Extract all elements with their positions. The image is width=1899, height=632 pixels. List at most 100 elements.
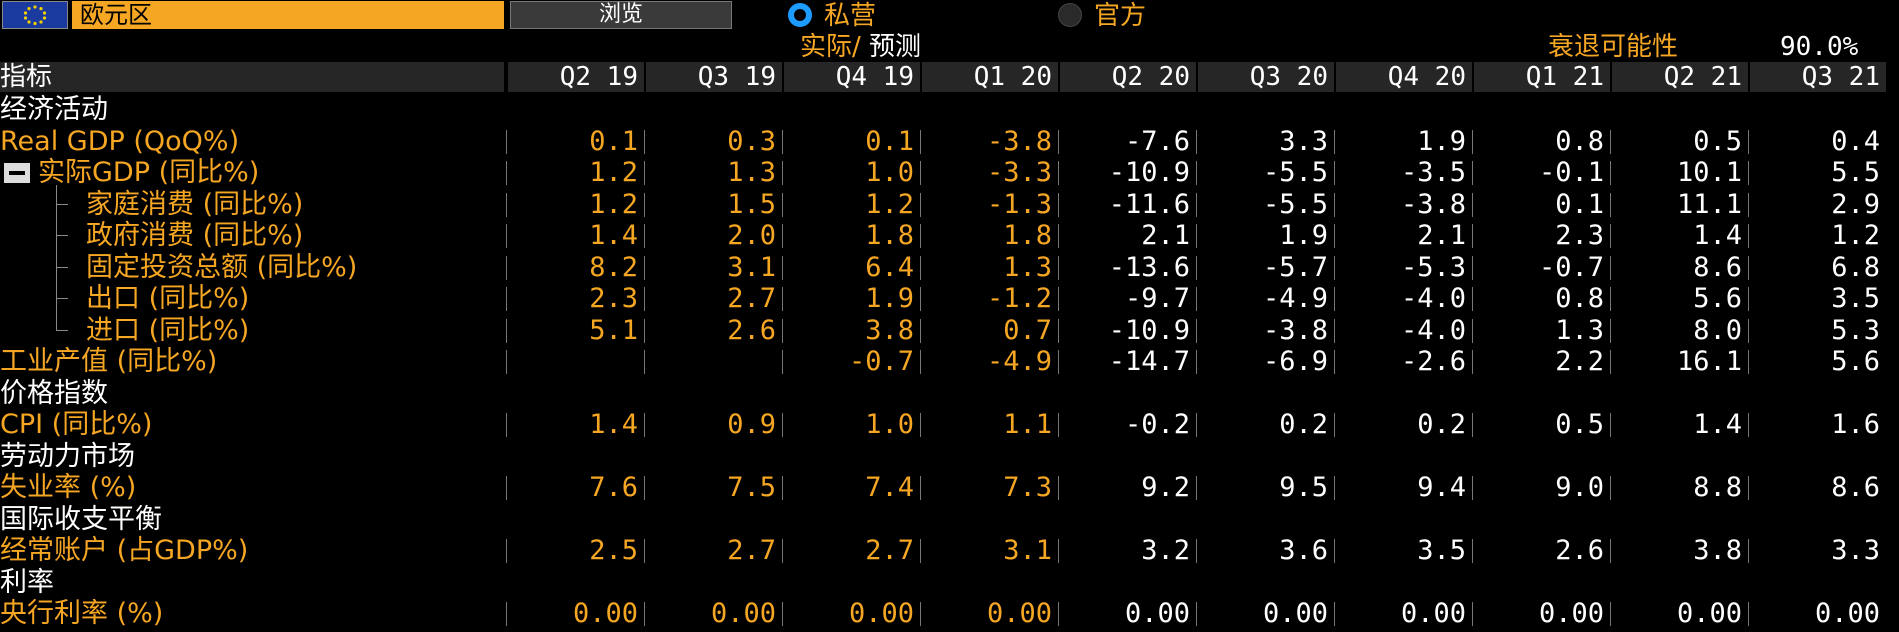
value-cell[interactable]: 0.00 xyxy=(572,598,638,629)
browse-button[interactable]: 浏览 xyxy=(510,1,732,29)
value-cell[interactable]: -0.7 xyxy=(1538,252,1604,283)
eu-flag-icon[interactable] xyxy=(2,1,68,29)
value-cell[interactable]: 1.2 xyxy=(1831,220,1880,251)
column-header[interactable]: Q1 21 xyxy=(1474,62,1610,92)
value-cell[interactable]: -10.9 xyxy=(1108,157,1190,188)
value-cell[interactable]: 0.2 xyxy=(1417,409,1466,440)
value-cell[interactable]: 9.5 xyxy=(1279,472,1328,503)
value-cell[interactable]: 2.1 xyxy=(1417,220,1466,251)
value-cell[interactable]: 0.5 xyxy=(1555,409,1604,440)
value-cell[interactable]: -10.9 xyxy=(1108,315,1190,346)
value-cell[interactable]: -5.7 xyxy=(1262,252,1328,283)
value-cell[interactable]: 2.0 xyxy=(727,220,776,251)
value-cell[interactable]: 2.3 xyxy=(589,283,638,314)
table-row[interactable]: 进口 (同比%) 5.1 2.6 3.8 0.7 -10.9 -3.8 -4.0 1.3 8.0 5… xyxy=(0,315,1899,346)
value-cell[interactable]: 5.6 xyxy=(1693,283,1742,314)
table-row[interactable]: 经常账户 (占GDP%) 2.5 2.7 2.7 3.1 3.2 3.6 3.5 2.6 3.8 3… xyxy=(0,535,1899,566)
value-cell[interactable]: 1.4 xyxy=(1693,220,1742,251)
column-header[interactable]: Q2 21 xyxy=(1612,62,1748,92)
value-cell[interactable]: 2.9 xyxy=(1831,189,1880,220)
value-cell[interactable]: 1.9 xyxy=(1279,220,1328,251)
value-cell[interactable]: 1.3 xyxy=(1003,252,1052,283)
value-cell[interactable]: 7.3 xyxy=(1003,472,1052,503)
value-cell[interactable]: 5.5 xyxy=(1831,157,1880,188)
value-cell[interactable]: -3.8 xyxy=(1262,315,1328,346)
table-row[interactable]: 出口 (同比%) 2.3 2.7 1.9 -1.2 -9.7 -4.9 -4.0 0.8 5.6 3… xyxy=(0,283,1899,314)
value-cell[interactable]: 0.00 xyxy=(1124,598,1190,629)
value-cell[interactable]: -11.6 xyxy=(1108,189,1190,220)
value-cell[interactable]: 8.6 xyxy=(1831,472,1880,503)
value-cell[interactable]: 0.00 xyxy=(986,598,1052,629)
value-cell[interactable]: -3.5 xyxy=(1400,157,1466,188)
radio-official[interactable]: 官方 xyxy=(1058,1,1146,31)
value-cell[interactable]: 0.00 xyxy=(1262,598,1328,629)
value-cell[interactable]: 0.1 xyxy=(589,126,638,157)
value-cell[interactable] xyxy=(508,346,644,377)
value-cell[interactable]: 7.6 xyxy=(589,472,638,503)
value-cell[interactable]: 2.6 xyxy=(1555,535,1604,566)
value-cell[interactable]: 1.4 xyxy=(589,409,638,440)
value-cell[interactable]: 5.6 xyxy=(1831,346,1880,377)
value-cell[interactable]: 1.1 xyxy=(1003,409,1052,440)
value-cell[interactable]: -4.0 xyxy=(1400,315,1466,346)
value-cell[interactable]: 2.3 xyxy=(1555,220,1604,251)
radio-private[interactable]: 私营 xyxy=(788,1,876,31)
column-header[interactable]: Q1 20 xyxy=(922,62,1058,92)
value-cell[interactable]: 2.7 xyxy=(727,535,776,566)
value-cell[interactable]: -9.7 xyxy=(1124,283,1190,314)
value-cell[interactable]: -0.2 xyxy=(1124,409,1190,440)
value-cell[interactable]: 8.2 xyxy=(589,252,638,283)
column-header[interactable]: Q4 20 xyxy=(1336,62,1472,92)
value-cell[interactable]: 1.0 xyxy=(865,409,914,440)
value-cell[interactable]: 9.0 xyxy=(1555,472,1604,503)
value-cell[interactable]: 1.2 xyxy=(589,157,638,188)
table-row[interactable]: CPI (同比%) 1.4 0.9 1.0 1.1 -0.2 0.2 0.2 0.5 1.4 1.6 xyxy=(0,409,1899,440)
value-cell[interactable]: 8.8 xyxy=(1693,472,1742,503)
column-header[interactable]: Q4 19 xyxy=(784,62,920,92)
value-cell[interactable]: 7.4 xyxy=(865,472,914,503)
value-cell[interactable]: 3.5 xyxy=(1831,283,1880,314)
value-cell[interactable]: 3.1 xyxy=(1003,535,1052,566)
value-cell[interactable]: 0.4 xyxy=(1831,126,1880,157)
value-cell[interactable]: 0.2 xyxy=(1279,409,1328,440)
value-cell[interactable]: 1.9 xyxy=(1417,126,1466,157)
value-cell[interactable]: 0.5 xyxy=(1693,126,1742,157)
column-header[interactable]: Q2 20 xyxy=(1060,62,1196,92)
value-cell[interactable]: 9.2 xyxy=(1141,472,1190,503)
table-row[interactable]: 家庭消费 (同比%) 1.2 1.5 1.2 -1.3 -11.6 -5.5 -3.8 0.1 1… xyxy=(0,189,1899,220)
value-cell[interactable]: 6.4 xyxy=(865,252,914,283)
value-cell[interactable]: 2.5 xyxy=(589,535,638,566)
value-cell[interactable]: 1.5 xyxy=(727,189,776,220)
value-cell[interactable]: -4.9 xyxy=(986,346,1052,377)
value-cell[interactable]: 0.00 xyxy=(1400,598,1466,629)
value-cell[interactable]: -5.5 xyxy=(1262,157,1328,188)
value-cell[interactable]: -3.8 xyxy=(1400,189,1466,220)
table-row[interactable]: 失业率 (%) 7.6 7.5 7.4 7.3 9.2 9.5 9.4 9.0 8.8 8.6 xyxy=(0,472,1899,503)
value-cell[interactable]: 0.00 xyxy=(710,598,776,629)
table-row[interactable]: 实际GDP (同比%) 1.2 1.3 1.0 -3.3 -10.9 -5.5 -3.5 -0.… xyxy=(0,157,1899,188)
table-row[interactable]: 工业产值 (同比%) -0.7 -4.9 -14.7 -6.9 -2.6 2.2 16.1 5.… xyxy=(0,346,1899,377)
value-cell[interactable]: 7.5 xyxy=(727,472,776,503)
value-cell[interactable]: 16.1 xyxy=(1676,346,1742,377)
value-cell[interactable]: 1.2 xyxy=(589,189,638,220)
value-cell[interactable]: -0.7 xyxy=(848,346,914,377)
value-cell[interactable]: -13.6 xyxy=(1108,252,1190,283)
table-row[interactable]: 固定投资总额 (同比%) 8.2 3.1 6.4 1.3 -13.6 -5.7 -5.3 -0.… xyxy=(0,252,1899,283)
value-cell[interactable]: 1.8 xyxy=(1003,220,1052,251)
value-cell[interactable] xyxy=(646,346,782,377)
column-header[interactable]: Q2 19 xyxy=(508,62,644,92)
column-header[interactable]: Q3 19 xyxy=(646,62,782,92)
value-cell[interactable]: 3.1 xyxy=(727,252,776,283)
table-row[interactable]: Real GDP (QoQ%) 0.1 0.3 0.1 -3.8 -7.6 3.3 1.9 0.… xyxy=(0,126,1899,157)
value-cell[interactable]: 1.4 xyxy=(1693,409,1742,440)
region-input[interactable]: 欧元区 xyxy=(72,1,504,29)
value-cell[interactable]: -6.9 xyxy=(1262,346,1328,377)
column-header[interactable]: Q3 20 xyxy=(1198,62,1334,92)
value-cell[interactable]: 6.8 xyxy=(1831,252,1880,283)
table-row[interactable]: 政府消费 (同比%) 1.4 2.0 1.8 1.8 2.1 1.9 2.1 2.3 1.4 1.2 xyxy=(0,220,1899,251)
value-cell[interactable]: 1.9 xyxy=(865,283,914,314)
value-cell[interactable]: 8.6 xyxy=(1693,252,1742,283)
value-cell[interactable]: 2.7 xyxy=(865,535,914,566)
value-cell[interactable]: 10.1 xyxy=(1676,157,1742,188)
value-cell[interactable]: 3.6 xyxy=(1279,535,1328,566)
